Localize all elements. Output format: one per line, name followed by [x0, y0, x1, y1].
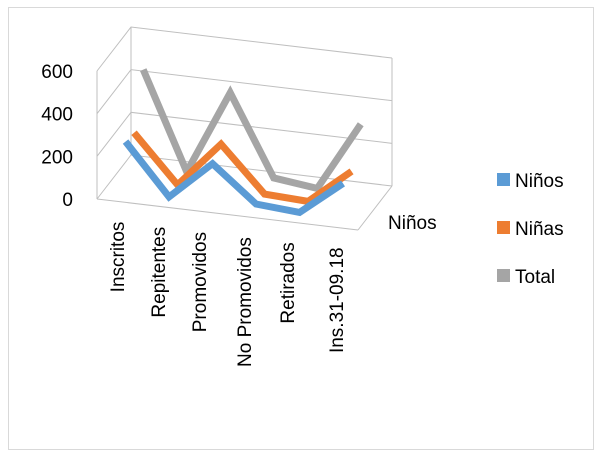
y-tick-label: 0: [62, 190, 73, 211]
floor-front-edge: [96, 198, 359, 231]
y-tick-label: 200: [41, 147, 73, 168]
gridline: [96, 69, 393, 114]
series-line-ninas: [131, 130, 354, 206]
category-label-inscritos: Inscritos: [108, 222, 129, 293]
category-label-repitentes: Repitentes: [149, 227, 170, 318]
gridlines: [96, 26, 393, 200]
legend-label-ninas: Niñas: [515, 219, 564, 240]
category-label-ins-31-09-18: Ins.31-09.18: [327, 247, 348, 353]
legend-label-ninos: Niños: [515, 171, 564, 192]
legend-swatch-total: [497, 269, 510, 282]
chart-frame: [8, 7, 594, 450]
legend-label-total: Total: [515, 267, 555, 288]
category-label-retirados: Retirados: [278, 242, 299, 323]
depth-axis-label: Niños: [388, 213, 437, 234]
legend-swatch-ninos: [497, 173, 510, 186]
series-line-total: [140, 68, 364, 193]
labels: 0 200 400 600 Inscritos Repitentes Promo…: [41, 62, 436, 367]
gridline: [96, 26, 393, 72]
y-tick-label: 600: [41, 62, 73, 83]
category-label-promovidos: Promovidos: [190, 232, 211, 332]
category-label-no-promovidos: No Promovidos: [235, 237, 256, 367]
axes: [96, 71, 393, 231]
legend-swatch-ninas: [497, 221, 510, 234]
y-tick-label: 400: [41, 105, 73, 126]
floor-right-edge: [357, 185, 393, 231]
legend: Niños Niñas Total: [497, 171, 564, 288]
series-layer: [122, 68, 364, 217]
series-line-ninos: [122, 139, 345, 217]
